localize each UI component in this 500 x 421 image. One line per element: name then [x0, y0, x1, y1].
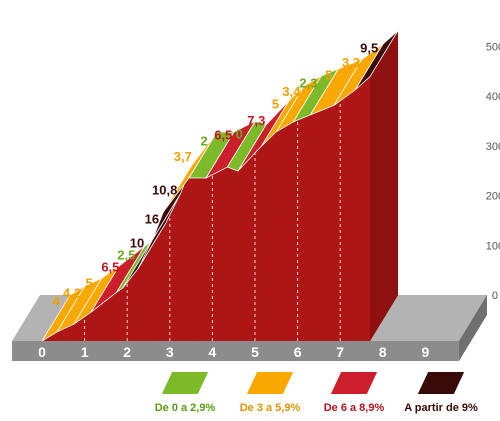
gradient-segment [354, 30, 399, 91]
legend-item-9-plus: A partir de 9% [396, 372, 486, 414]
gradient-ribbon [41, 30, 399, 342]
gradient-label: 3,4 [282, 84, 301, 99]
gradient-label: 5 [325, 67, 332, 82]
gradient-label: 6,5 [101, 260, 119, 275]
y-tick-label: 400 [486, 91, 500, 103]
gradient-label: 2,3 [299, 76, 317, 91]
gradient-label: 9,5 [360, 41, 378, 56]
y-axis-ticks: 0 100 200 300 400 500 [486, 42, 500, 303]
gradient-label: 10 [130, 236, 144, 251]
legend-swatch-dark [417, 372, 465, 394]
x-tick-label: 9 [422, 344, 430, 360]
legend-swatch-orange [246, 372, 294, 394]
profile-wall-side [370, 30, 399, 341]
legend-swatch-red [330, 372, 378, 394]
gradient-label: 2 [200, 134, 207, 149]
legend-label: De 6 a 8,9% [323, 402, 385, 414]
base-side-face [458, 295, 487, 361]
gradient-label: 16 [145, 211, 159, 226]
km-guide-lines [84, 100, 341, 341]
gradient-label: 6,5 [214, 127, 232, 142]
gradient-label: 0 [236, 126, 243, 141]
gradient-label: 4 [52, 294, 60, 309]
profile-wall [42, 30, 399, 341]
gradient-label: 5 [85, 275, 92, 290]
y-tick-label: 0 [492, 290, 498, 302]
y-tick-label: 100 [486, 240, 500, 252]
legend-label: De 3 a 5,9% [239, 402, 301, 414]
x-tick-label: 4 [209, 344, 217, 360]
legend: De 0 a 2,9% De 3 a 5,9% De 6 a 8,9% A pa… [0, 372, 500, 421]
x-tick-label: 3 [166, 344, 174, 360]
legend-label: De 0 a 2,9% [154, 402, 216, 414]
gradient-label: 7,3 [247, 113, 265, 128]
gradient-label: 10,8 [152, 183, 177, 198]
legend-swatch-green [161, 372, 209, 394]
gradient-label: 5 [272, 96, 279, 111]
y-tick-label: 300 [486, 141, 500, 153]
y-tick-label: 200 [486, 191, 500, 203]
legend-label: A partir de 9% [404, 402, 478, 414]
legend-item-3-5-9: De 3 a 5,9% [225, 372, 315, 414]
gradient-label: 4,2 [63, 285, 81, 300]
profile-wall-face [42, 30, 399, 341]
gradient-label: 2,5 [117, 247, 135, 262]
base-front-face [12, 341, 459, 361]
gradient-label: 3,3 [342, 55, 360, 70]
legend-item-6-8-9: De 6 a 8,9% [309, 372, 399, 414]
x-tick-label: 1 [81, 344, 89, 360]
x-tick-label: 2 [123, 344, 131, 360]
x-tick-label: 8 [379, 344, 387, 360]
x-tick-label: 7 [336, 344, 344, 360]
x-axis-ticks: 0 1 2 3 4 5 6 7 8 9 [38, 344, 429, 360]
gradient-label: 3,7 [174, 149, 192, 164]
legend-item-0-2-9: De 0 a 2,9% [140, 372, 230, 414]
x-tick-label: 6 [294, 344, 302, 360]
x-tick-label: 5 [251, 344, 259, 360]
x-tick-label: 0 [38, 344, 46, 360]
y-tick-label: 500 [486, 42, 500, 54]
